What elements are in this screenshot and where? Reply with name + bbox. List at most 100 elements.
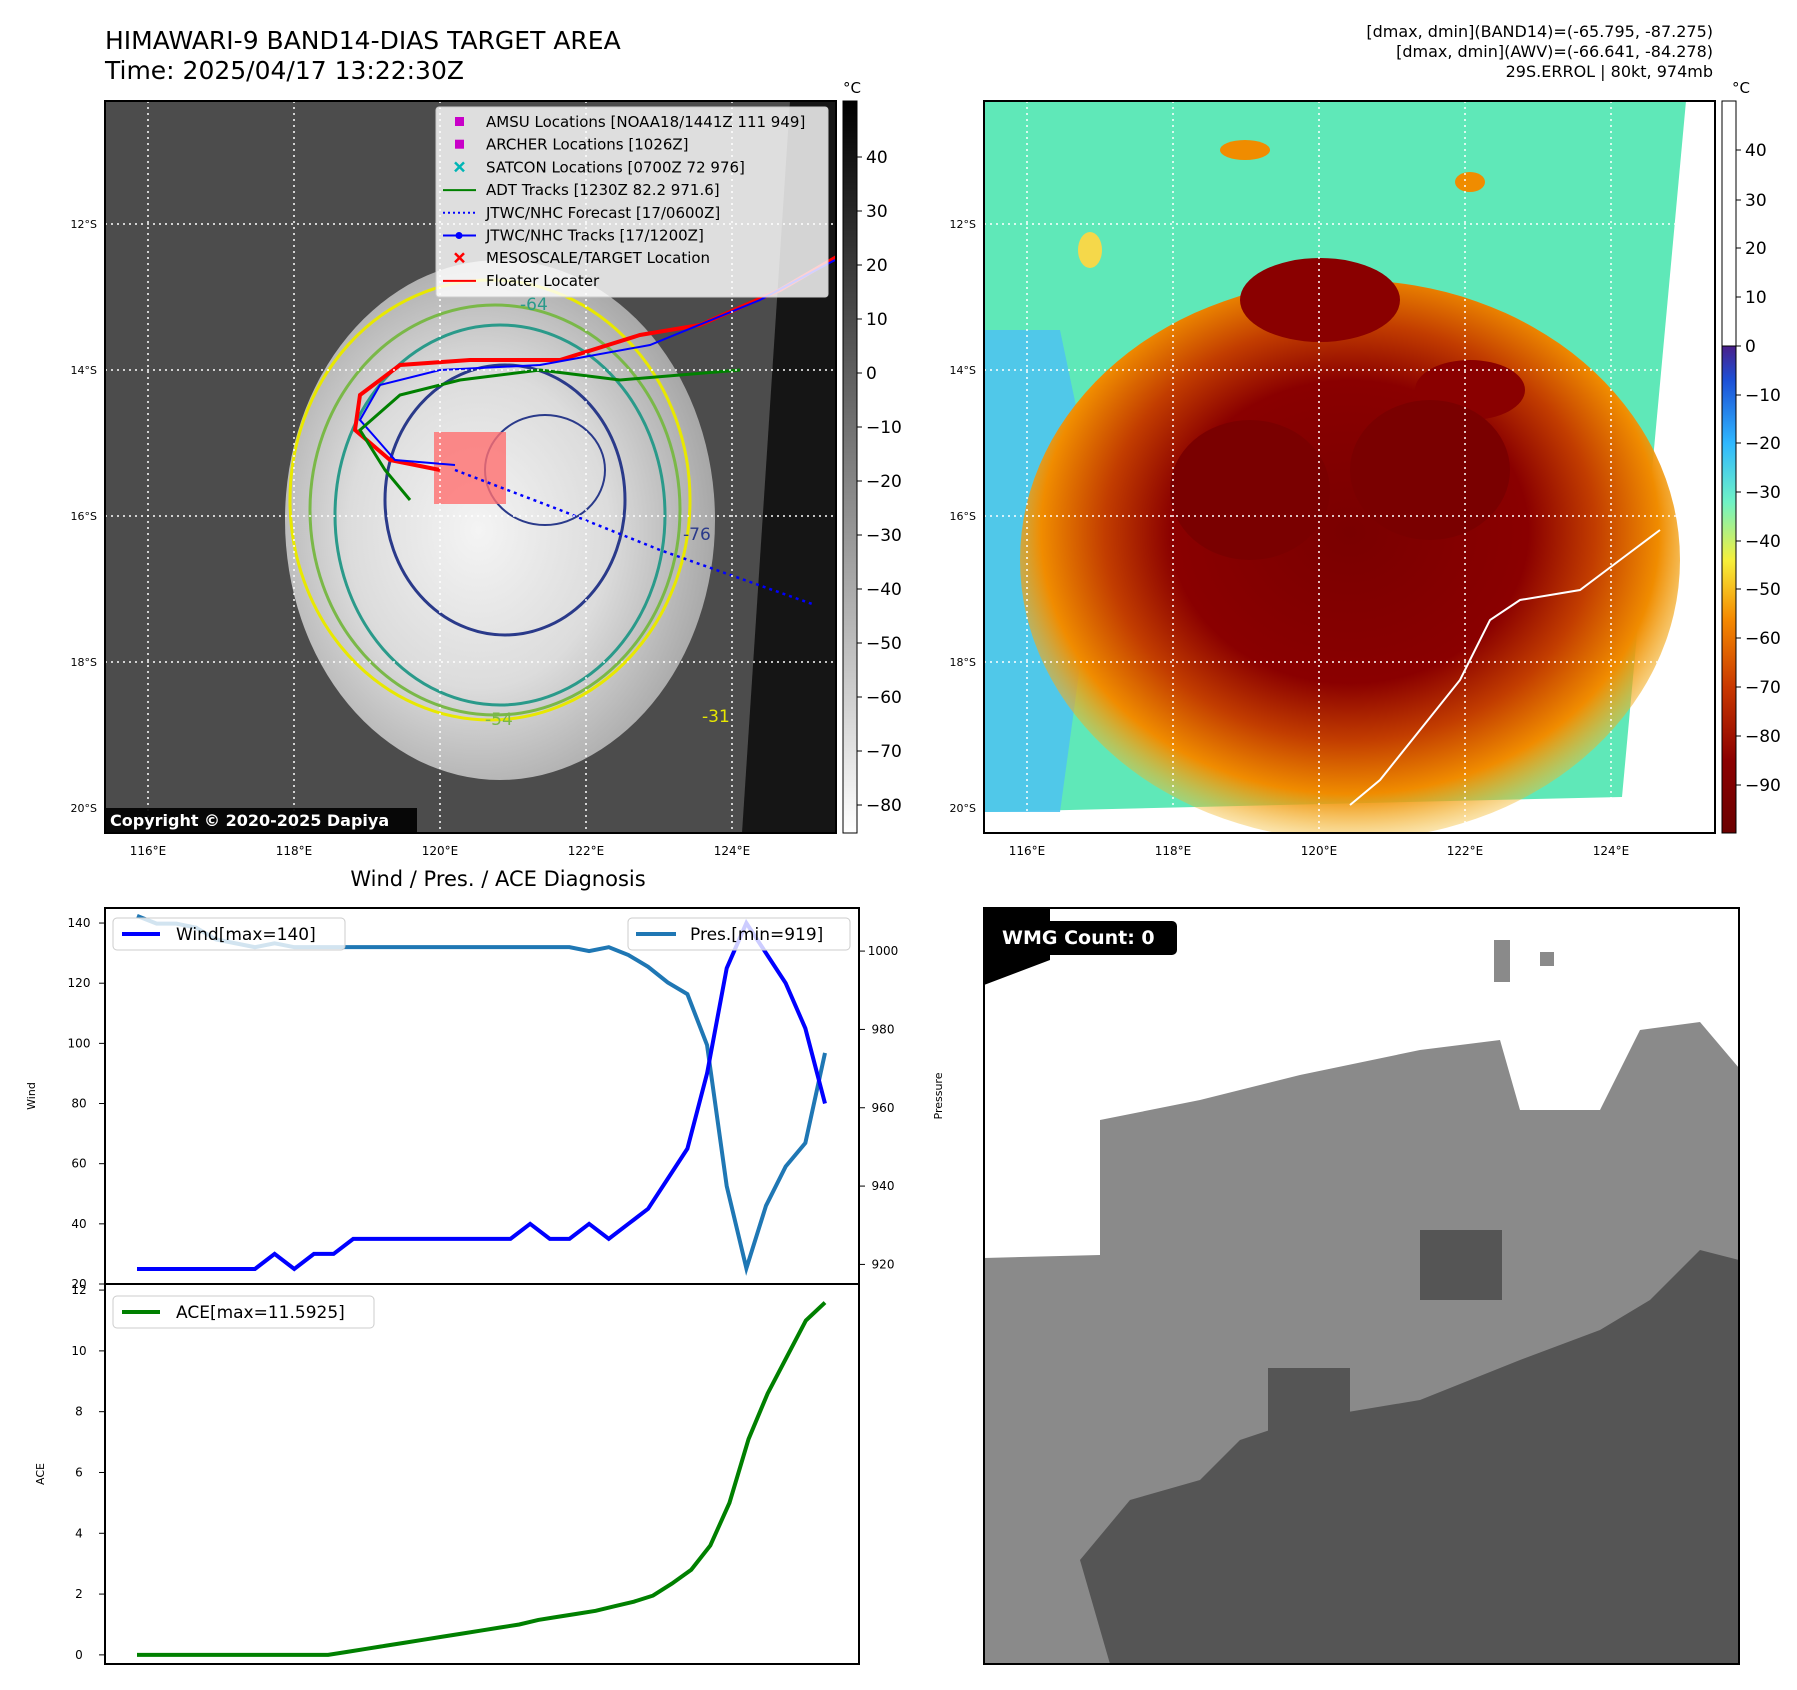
legend-entry: AMSU Locations [NOAA18/1441Z 111 949]: [455, 113, 805, 131]
pressure-tick-label: 940: [872, 1179, 895, 1193]
right-map-lon-label: 124°E: [1593, 844, 1630, 858]
wmg-panel: WMG Count: 0: [983, 907, 1740, 1665]
right-colorbar-tick-label: −20: [1745, 434, 1781, 454]
right-colorbar-tick-label: 40: [1745, 141, 1767, 161]
diagnosis-title: Wind / Pres. / ACE Diagnosis: [350, 867, 645, 891]
right-colorbar-tick-label: −90: [1745, 776, 1781, 796]
awv-color-map: [983, 100, 1716, 834]
pressure-tick-label: 980: [872, 1022, 895, 1036]
wind-tick-label: 20: [71, 1277, 86, 1291]
storm-info: 29S.ERROL | 80kt, 974mb: [1505, 62, 1713, 81]
pressure-tick-label: 1000: [868, 944, 899, 958]
contour-64: [333, 323, 667, 707]
legend-label: ARCHER Locations [1026Z]: [486, 136, 689, 154]
legend-label: AMSU Locations [NOAA18/1441Z 111 949]: [486, 113, 805, 131]
right-colorbar-tick-label: 20: [1745, 239, 1767, 259]
legend-label: JTWC/NHC Forecast [17/0600Z]: [485, 204, 720, 222]
left-colorbar-tick-label: 10: [866, 310, 888, 330]
ace-axis-label: ACE: [34, 1463, 47, 1485]
ace-legend-label: ACE[max=11.5925]: [176, 1303, 345, 1323]
left-map-lat-label: 16°S: [71, 510, 97, 523]
legend-dot-marker: [455, 232, 463, 239]
dmax-dmin-band14: [dmax, dmin](BAND14)=(-65.795, -87.275): [1366, 22, 1713, 41]
right-map-lat-label: 16°S: [950, 510, 976, 523]
left-map-lon-label: 120°E: [422, 844, 459, 858]
contour-label-64: -64: [520, 295, 548, 315]
right-colorbar-tick-label: −70: [1745, 678, 1781, 698]
right-colorbar: °C 40 30 20 10 0 −10 −20 −30 −40 −50 −60 −70 −80 −90: [1721, 79, 1781, 834]
right-colorbar-tick-label: 10: [1745, 288, 1767, 308]
wind-tick-label: 100: [68, 1036, 91, 1050]
wind-series-line: [137, 918, 827, 1272]
cloud-shield: [285, 260, 715, 780]
left-map-lat-label: 14°S: [71, 364, 97, 377]
ace-series-line: [137, 1301, 827, 1657]
right-colorbar-tick-label: 30: [1745, 191, 1767, 211]
left-colorbar-tick-label: 40: [866, 148, 888, 168]
left-map-lat-label: 18°S: [71, 656, 97, 669]
left-map-frame: [104, 100, 837, 834]
ace-tick-label: 4: [75, 1526, 83, 1540]
pressure-tick-label: 920: [872, 1257, 895, 1271]
wmg-dark-region: [984, 1250, 1739, 1664]
right-map-lon-label: 122°E: [1447, 844, 1484, 858]
legend-entry: JTWC/NHC Forecast [17/0600Z]: [443, 204, 720, 222]
main-title: HIMAWARI-9 BAND14-DIAS TARGET AREA Time:…: [105, 26, 621, 86]
legend-label: MESOSCALE/TARGET Location: [486, 249, 710, 267]
right-map-lon-label: 118°E: [1155, 844, 1192, 858]
left-colorbar-tick-label: 0: [866, 364, 877, 384]
legend-square-marker: [455, 117, 464, 126]
title-line-2: Time: 2025/04/17 13:22:30Z: [105, 56, 464, 85]
left-map-lon-label: 116°E: [130, 844, 167, 858]
right-colorbar-tick-label: −50: [1745, 580, 1781, 600]
right-map-frame: [983, 100, 1716, 834]
right-colorbar-tick-label: −60: [1745, 629, 1781, 649]
legend-entry: MESOSCALE/TARGET Location: [454, 249, 710, 267]
legend-label: JTWC/NHC Tracks [17/1200Z]: [485, 227, 704, 245]
wind-legend-box: [112, 917, 346, 951]
left-colorbar-tick-label: −70: [866, 742, 902, 762]
contour-label-54: -54: [485, 710, 513, 730]
wmg-count-badge: [992, 921, 1177, 955]
contour-54: [308, 303, 682, 717]
left-colorbar-tick-label: −40: [866, 580, 902, 600]
wind-pressure-chart: 20 40 60 80 100 120 140 920 940 960 980 1000 Wind[ma…: [25, 907, 945, 1291]
contour-76: [383, 363, 627, 637]
legend-square-marker: [455, 139, 464, 149]
pressure-legend-box: [627, 917, 851, 951]
ace-tick-label: 12: [71, 1283, 86, 1297]
ace-chart: 0 2 4 6 8 10 12 ACE[max=11.5925] ACE: [34, 1283, 860, 1665]
right-map-lat-label: 18°S: [950, 656, 976, 669]
left-colorbar: °C 40 30 20 10 0 −10 −20 −30 −40 −50 −60 −70 −80: [842, 79, 902, 834]
left-colorbar-tick-label: −30: [866, 526, 902, 546]
right-colorbar-tick-label: 0: [1745, 337, 1756, 357]
right-map-lat-label: 20°S: [950, 802, 976, 815]
ace-tick-label: 6: [75, 1465, 83, 1479]
wmg-count-text: WMG Count: 0: [1002, 927, 1155, 949]
left-map-lat-label: 12°S: [71, 218, 97, 231]
right-colorbar-tick-label: −30: [1745, 483, 1781, 503]
right-colorbar-tick-label: −10: [1745, 386, 1781, 406]
legend-label: ADT Tracks [1230Z 82.2 971.6]: [486, 181, 720, 199]
left-colorbar-tick-label: 30: [866, 202, 888, 222]
legend-label: SATCON Locations [0700Z 72 976]: [486, 158, 745, 176]
left-map-lon-label: 124°E: [714, 844, 751, 858]
left-colorbar-tick-label: −60: [866, 688, 902, 708]
right-map-lon-label: 116°E: [1009, 844, 1046, 858]
legend-entry: ARCHER Locations [1026Z]: [455, 136, 689, 154]
left-colorbar-tick-label: 20: [866, 256, 888, 276]
awv-cloud-shield: [1020, 280, 1680, 833]
wind-tick-label: 140: [68, 916, 91, 930]
left-map-lat-label: 20°S: [71, 802, 97, 815]
left-colorbar-tick-label: −10: [866, 418, 902, 438]
left-map-lon-label: 118°E: [276, 844, 313, 858]
wind-tick-label: 60: [71, 1157, 86, 1171]
legend-entry: Floater Locater: [443, 272, 600, 290]
title-line-1: HIMAWARI-9 BAND14-DIAS TARGET AREA: [105, 26, 621, 55]
target-area-box: [434, 432, 506, 504]
ace-tick-label: 10: [71, 1344, 86, 1358]
left-colorbar-unit: °C: [843, 79, 861, 97]
contour-label-76: -76: [683, 525, 711, 545]
jtwc-forecast-track: [454, 468, 816, 607]
